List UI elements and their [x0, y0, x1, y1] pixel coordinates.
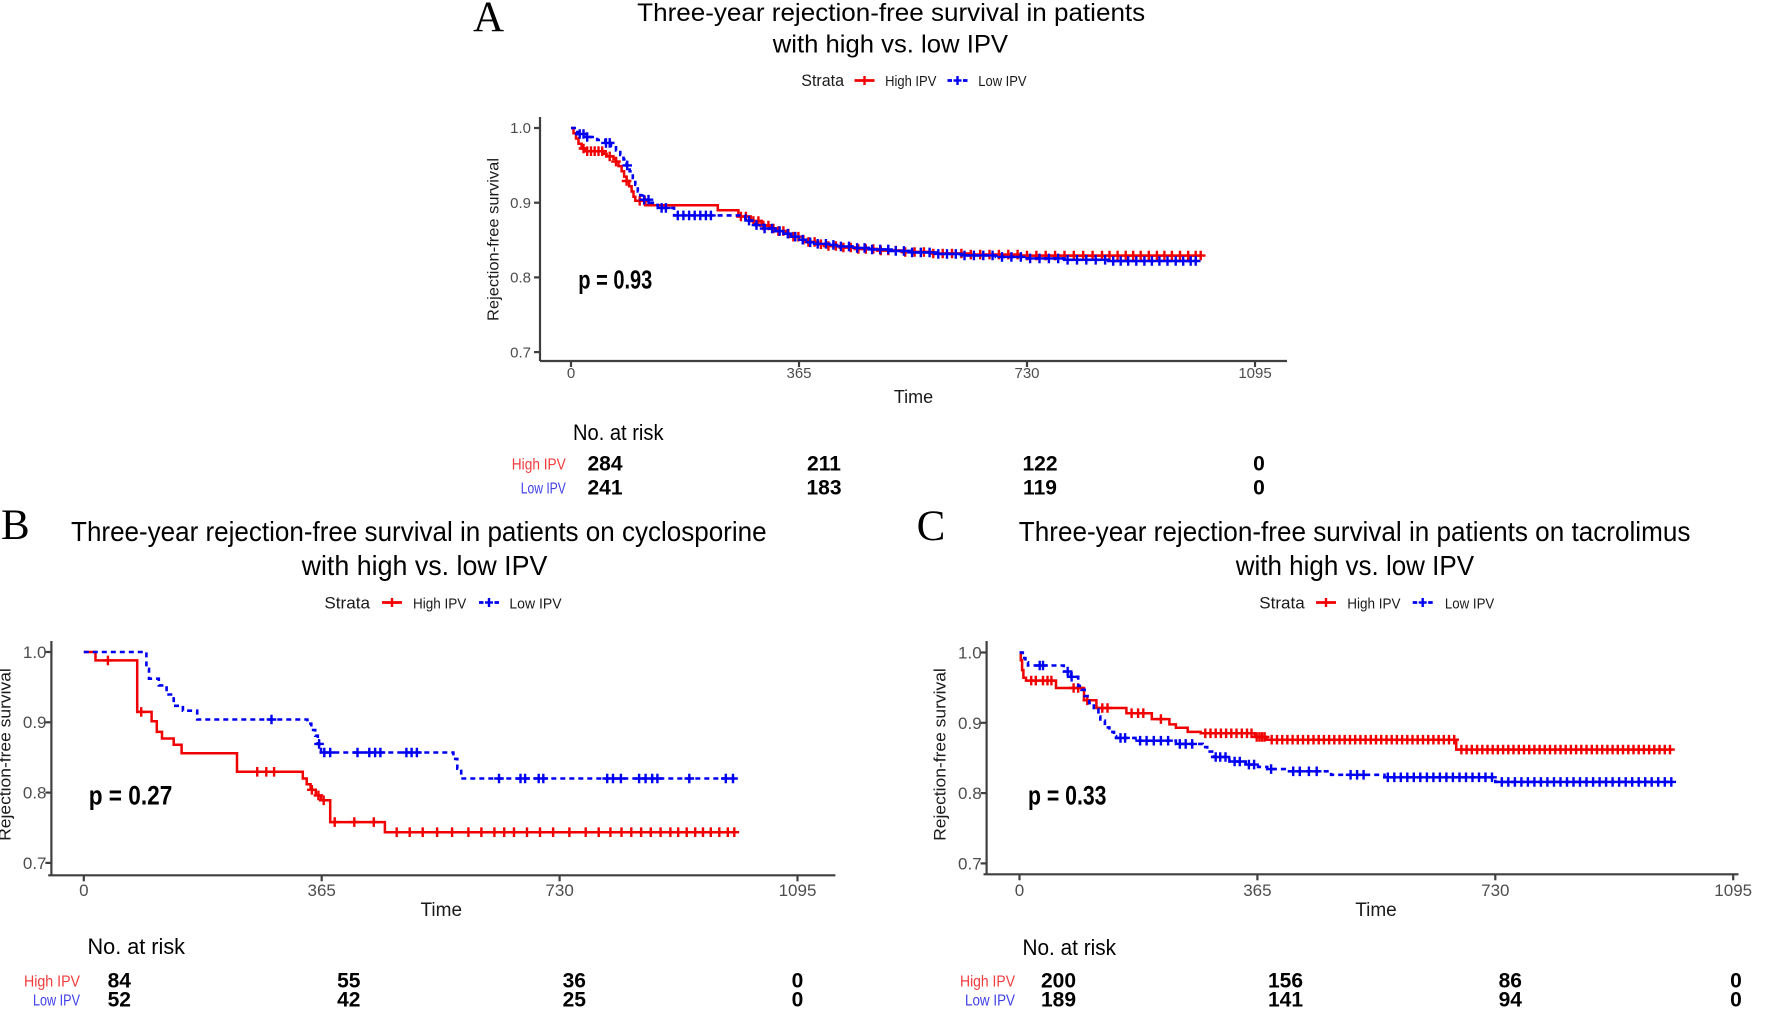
svg-text:B: B	[1, 502, 30, 549]
svg-text:119: 119	[1023, 477, 1057, 500]
svg-text:with high vs. low IPV: with high vs. low IPV	[1235, 550, 1475, 581]
svg-text:1095: 1095	[1238, 365, 1271, 382]
svg-text:122: 122	[1022, 453, 1057, 476]
svg-text:Time: Time	[421, 900, 463, 921]
svg-text:Strata: Strata	[1259, 595, 1305, 613]
svg-text:p = 0.93: p = 0.93	[578, 265, 652, 295]
svg-text:730: 730	[1481, 881, 1509, 900]
svg-text:1.0: 1.0	[510, 120, 531, 137]
svg-text:0: 0	[1730, 970, 1742, 993]
svg-text:with high vs. low IPV: with high vs. low IPV	[772, 31, 1009, 59]
svg-text:High IPV: High IPV	[512, 457, 566, 474]
svg-text:156: 156	[1268, 970, 1303, 993]
svg-text:Time: Time	[894, 387, 933, 407]
svg-text:Three-year rejection-free surv: Three-year rejection-free survival in pa…	[71, 516, 767, 547]
svg-text:1095: 1095	[1714, 881, 1752, 900]
svg-text:Strata: Strata	[801, 72, 844, 90]
svg-text:Rejection-free survival: Rejection-free survival	[0, 668, 15, 841]
svg-text:365: 365	[308, 881, 336, 900]
svg-text:Low IPV: Low IPV	[509, 596, 561, 613]
svg-text:365: 365	[786, 365, 811, 382]
svg-text:C: C	[917, 503, 946, 550]
svg-text:0: 0	[1253, 453, 1265, 476]
svg-text:0.7: 0.7	[510, 344, 531, 361]
svg-text:189: 189	[1041, 989, 1076, 1012]
svg-text:0.8: 0.8	[510, 270, 531, 287]
svg-text:241: 241	[587, 477, 622, 500]
svg-text:Low IPV: Low IPV	[978, 73, 1026, 90]
svg-text:183: 183	[806, 477, 841, 500]
svg-text:High IPV: High IPV	[960, 974, 1015, 991]
svg-text:36: 36	[563, 970, 586, 993]
svg-text:0: 0	[1730, 989, 1742, 1012]
svg-text:0.7: 0.7	[958, 854, 982, 873]
svg-text:730: 730	[545, 881, 573, 900]
svg-text:Low IPV: Low IPV	[1445, 596, 1494, 613]
svg-text:0.8: 0.8	[958, 784, 982, 803]
svg-text:0: 0	[792, 989, 804, 1012]
svg-text:0: 0	[79, 881, 88, 900]
svg-text:0: 0	[1015, 881, 1024, 900]
svg-text:Rejection-free survival: Rejection-free survival	[486, 158, 503, 321]
svg-text:No. at risk: No. at risk	[1023, 935, 1117, 960]
svg-text:25: 25	[563, 989, 587, 1012]
svg-text:High IPV: High IPV	[1347, 596, 1400, 613]
svg-text:52: 52	[108, 989, 131, 1012]
svg-text:0.9: 0.9	[510, 195, 531, 212]
svg-text:Three-year rejection-free surv: Three-year rejection-free survival in pa…	[1019, 516, 1691, 547]
svg-text:0: 0	[567, 365, 575, 382]
svg-text:0.7: 0.7	[23, 854, 47, 873]
svg-text:42: 42	[337, 989, 360, 1012]
svg-text:Low IPV: Low IPV	[965, 993, 1015, 1010]
svg-text:High IPV: High IPV	[885, 73, 936, 90]
svg-text:No. at risk: No. at risk	[88, 934, 186, 959]
svg-text:0: 0	[792, 970, 804, 993]
svg-text:730: 730	[1014, 365, 1039, 382]
svg-text:0: 0	[1253, 477, 1265, 500]
svg-text:Strata: Strata	[324, 595, 370, 613]
svg-text:284: 284	[587, 453, 622, 476]
svg-text:p = 0.27: p = 0.27	[89, 781, 173, 811]
svg-text:A: A	[473, 0, 504, 41]
svg-text:94: 94	[1499, 989, 1523, 1012]
svg-text:211: 211	[807, 453, 841, 476]
svg-text:200: 200	[1041, 970, 1076, 993]
svg-text:84: 84	[108, 970, 132, 993]
svg-text:55: 55	[337, 970, 361, 993]
svg-text:Rejection-free survival: Rejection-free survival	[932, 668, 950, 841]
svg-text:365: 365	[1243, 881, 1271, 900]
svg-text:86: 86	[1499, 970, 1522, 993]
svg-text:Time: Time	[1355, 900, 1397, 921]
svg-text:with high vs. low IPV: with high vs. low IPV	[301, 550, 548, 581]
svg-text:Three-year rejection-free surv: Three-year rejection-free survival in pa…	[637, 0, 1145, 27]
svg-text:No. at risk: No. at risk	[573, 420, 664, 445]
svg-text:0.9: 0.9	[23, 713, 47, 732]
svg-text:1095: 1095	[779, 881, 817, 900]
svg-text:High IPV: High IPV	[413, 596, 466, 613]
svg-text:0.9: 0.9	[958, 714, 982, 733]
svg-text:Low IPV: Low IPV	[33, 993, 80, 1010]
svg-text:141: 141	[1268, 989, 1303, 1012]
svg-text:High IPV: High IPV	[24, 974, 80, 991]
svg-text:1.0: 1.0	[958, 644, 982, 663]
svg-text:1.0: 1.0	[23, 643, 47, 662]
svg-text:p = 0.33: p = 0.33	[1028, 781, 1107, 811]
svg-text:Low IPV: Low IPV	[521, 481, 566, 498]
svg-text:0.8: 0.8	[23, 784, 47, 803]
